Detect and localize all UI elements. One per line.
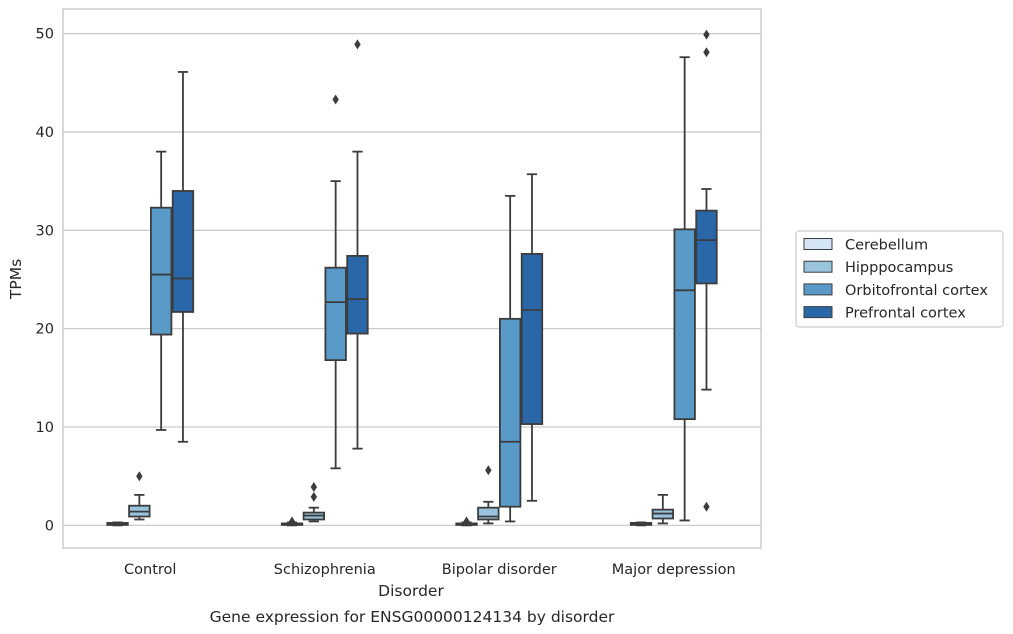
outlier-point — [136, 471, 143, 482]
box-iqr — [477, 506, 500, 521]
box-orbitofrontal-cortex — [324, 94, 347, 470]
legend-frame — [795, 230, 1004, 328]
y-tick-label: 40 — [36, 125, 54, 141]
y-tick-label: 20 — [36, 322, 54, 338]
x-tick-label: Schizophrenia — [274, 562, 376, 578]
legend-entry-label: Cerebellum — [845, 238, 928, 254]
plot-frame — [62, 8, 762, 549]
outlier-point — [288, 516, 296, 527]
outlier-point — [485, 465, 492, 476]
box-iqr — [499, 317, 522, 508]
x-tick-label: Bipolar disorder — [442, 562, 557, 578]
y-tick-labels: 0 10 20 30 40 50 — [36, 27, 54, 535]
legend: Cerebellum Hipppocampus Orbitofrontal cort… — [795, 230, 1004, 328]
box-prefrontal-cortex — [171, 71, 195, 443]
plot-boxes — [106, 29, 718, 527]
x-tick-label: Major depression — [612, 562, 736, 578]
y-axis-label: TPMs — [7, 259, 25, 300]
y-tick-label: 50 — [36, 27, 54, 43]
box-orbitofrontal-cortex — [150, 150, 173, 431]
outlier-point — [332, 94, 339, 105]
y-tick-label: 10 — [36, 420, 54, 436]
box-cerebellum — [455, 516, 478, 527]
x-tick-label: Control — [124, 562, 176, 578]
box-iqr — [324, 266, 347, 362]
box-iqr — [346, 254, 369, 335]
outlier-point — [703, 29, 710, 40]
box-cerebellum — [629, 521, 653, 527]
outlier-point — [703, 47, 710, 58]
box-prefrontal-cortex — [346, 39, 369, 450]
outlier-point — [310, 491, 318, 502]
box-hipppocampus — [302, 482, 325, 523]
box-iqr — [150, 206, 173, 336]
legend-swatch — [803, 260, 833, 273]
box-hipppocampus — [651, 493, 674, 525]
box-prefrontal-cortex — [695, 29, 718, 512]
x-axis-label: Disorder — [378, 582, 444, 600]
legend-swatch — [803, 283, 833, 296]
box-orbitofrontal-cortex — [673, 56, 696, 522]
box-hipppocampus — [128, 471, 151, 521]
box-iqr — [673, 228, 696, 421]
chart-caption: Gene expression for ENSG00000124134 by d… — [210, 608, 615, 626]
legend-entry-label: Hipppocampus — [845, 260, 953, 276]
box-hipppocampus — [477, 465, 500, 525]
x-tick-labels: Control Schizophrenia Bipolar disorder Majo… — [124, 562, 736, 578]
box-prefrontal-cortex — [520, 173, 544, 502]
box-cerebellum — [280, 516, 304, 527]
outlier-point — [703, 501, 710, 512]
outlier-point — [463, 516, 470, 527]
legend-entry-label: Orbitofrontal cortex — [845, 283, 988, 299]
box-cerebellum — [106, 521, 129, 527]
box-iqr — [520, 253, 544, 425]
legend-swatch — [803, 238, 833, 250]
y-tick-label: 30 — [36, 223, 54, 239]
box-orbitofrontal-cortex — [499, 194, 522, 523]
outlier-point — [354, 39, 361, 50]
legend-entry-label: Prefrontal cortex — [845, 306, 966, 322]
y-tick-label: 0 — [45, 518, 54, 534]
box-iqr — [695, 209, 718, 285]
box-iqr — [171, 190, 195, 313]
outlier-point — [310, 482, 318, 493]
legend-swatch — [803, 306, 833, 319]
